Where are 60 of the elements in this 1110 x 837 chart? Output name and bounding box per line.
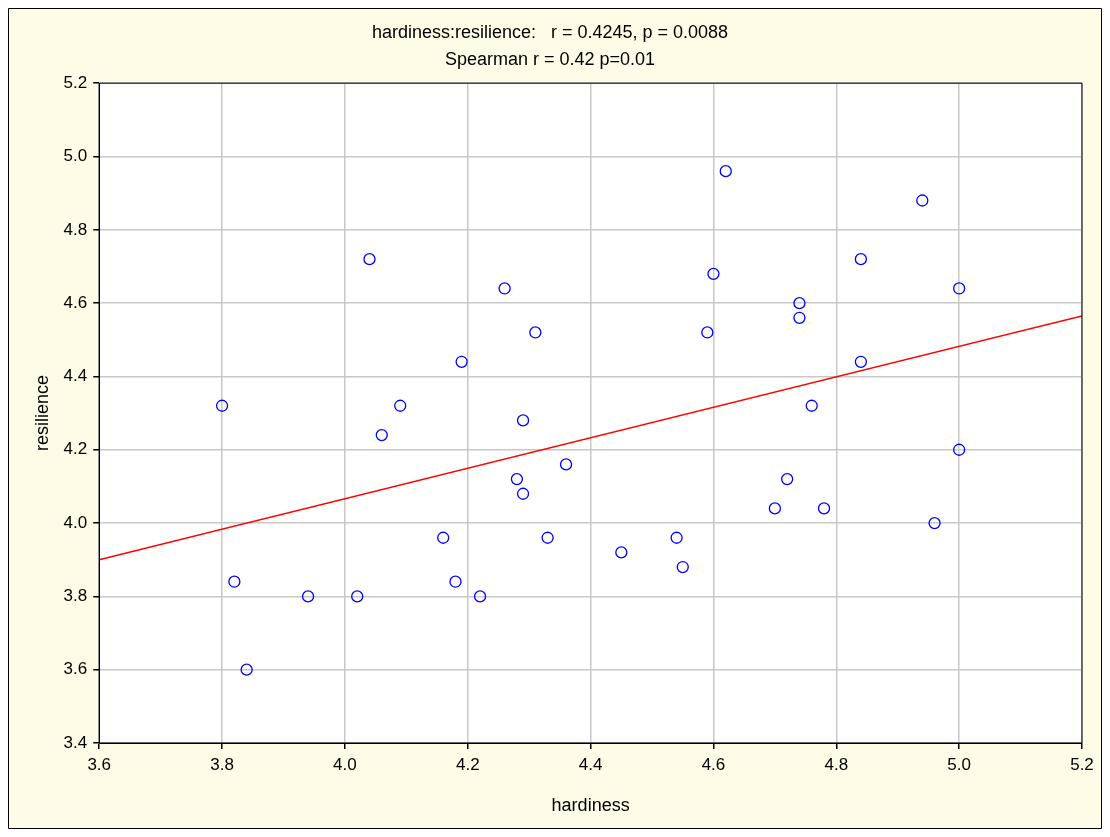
point: [455, 355, 468, 368]
y-tick-label: 4.4: [63, 366, 88, 386]
point: [615, 546, 628, 559]
x-tick-label: 3.8: [210, 754, 234, 774]
point: [473, 590, 487, 603]
x-tick-label: 4.6: [701, 754, 726, 774]
point: [516, 487, 530, 500]
y-tick-label: 4.8: [63, 219, 88, 239]
point: [215, 399, 229, 412]
point: [541, 531, 554, 544]
point: [375, 428, 388, 442]
y-tick-label: 3.4: [63, 732, 88, 752]
chart-subtitle: Spearman r = 0.42 p=0.01: [444, 49, 656, 70]
point: [854, 253, 868, 266]
x-tick-label: 3.6: [87, 754, 112, 774]
x-tick-label: 4.8: [824, 754, 849, 774]
y-tick-label: 4.0: [63, 512, 88, 532]
point: [793, 311, 806, 324]
point: [529, 326, 542, 339]
point: [707, 267, 720, 280]
y-axis-title: resilience: [31, 375, 52, 452]
point: [394, 399, 407, 412]
point: [805, 399, 818, 412]
point: [817, 502, 831, 515]
y-tick-label: 5.0: [63, 146, 88, 166]
x-tick-label: 5.0: [947, 754, 971, 774]
point: [953, 443, 966, 456]
y-tick-label: 3.6: [63, 659, 88, 679]
point: [449, 575, 462, 588]
point: [781, 472, 794, 486]
point: [928, 516, 941, 530]
point: [854, 355, 868, 368]
y-tick-label: 4.6: [63, 292, 88, 312]
point: [719, 165, 732, 178]
chart-title: hardiness:resilience: r = 0.4245, p = 0.0088: [371, 21, 729, 42]
point: [240, 663, 253, 676]
point: [559, 458, 573, 471]
point: [437, 531, 450, 544]
x-axis-title: hardiness: [551, 795, 630, 816]
x-tick-label: 5.2: [1070, 754, 1094, 774]
point: [516, 414, 530, 427]
x-tick-label: 4.2: [455, 754, 480, 774]
point: [793, 296, 806, 310]
point: [768, 502, 782, 515]
point: [351, 590, 364, 603]
point: [228, 575, 241, 588]
point: [510, 472, 524, 486]
x-tick-label: 4.4: [578, 754, 603, 774]
point: [670, 531, 683, 544]
point: [363, 253, 376, 266]
point: [301, 590, 315, 603]
point: [676, 560, 689, 574]
y-tick-label: 3.8: [63, 586, 88, 606]
point: [498, 282, 511, 295]
point: [953, 282, 966, 295]
point: [701, 326, 714, 339]
point: [916, 194, 929, 207]
y-tick-label: 5.2: [63, 72, 88, 92]
x-tick-label: 4.0: [333, 754, 357, 774]
y-tick-label: 4.2: [63, 439, 88, 459]
